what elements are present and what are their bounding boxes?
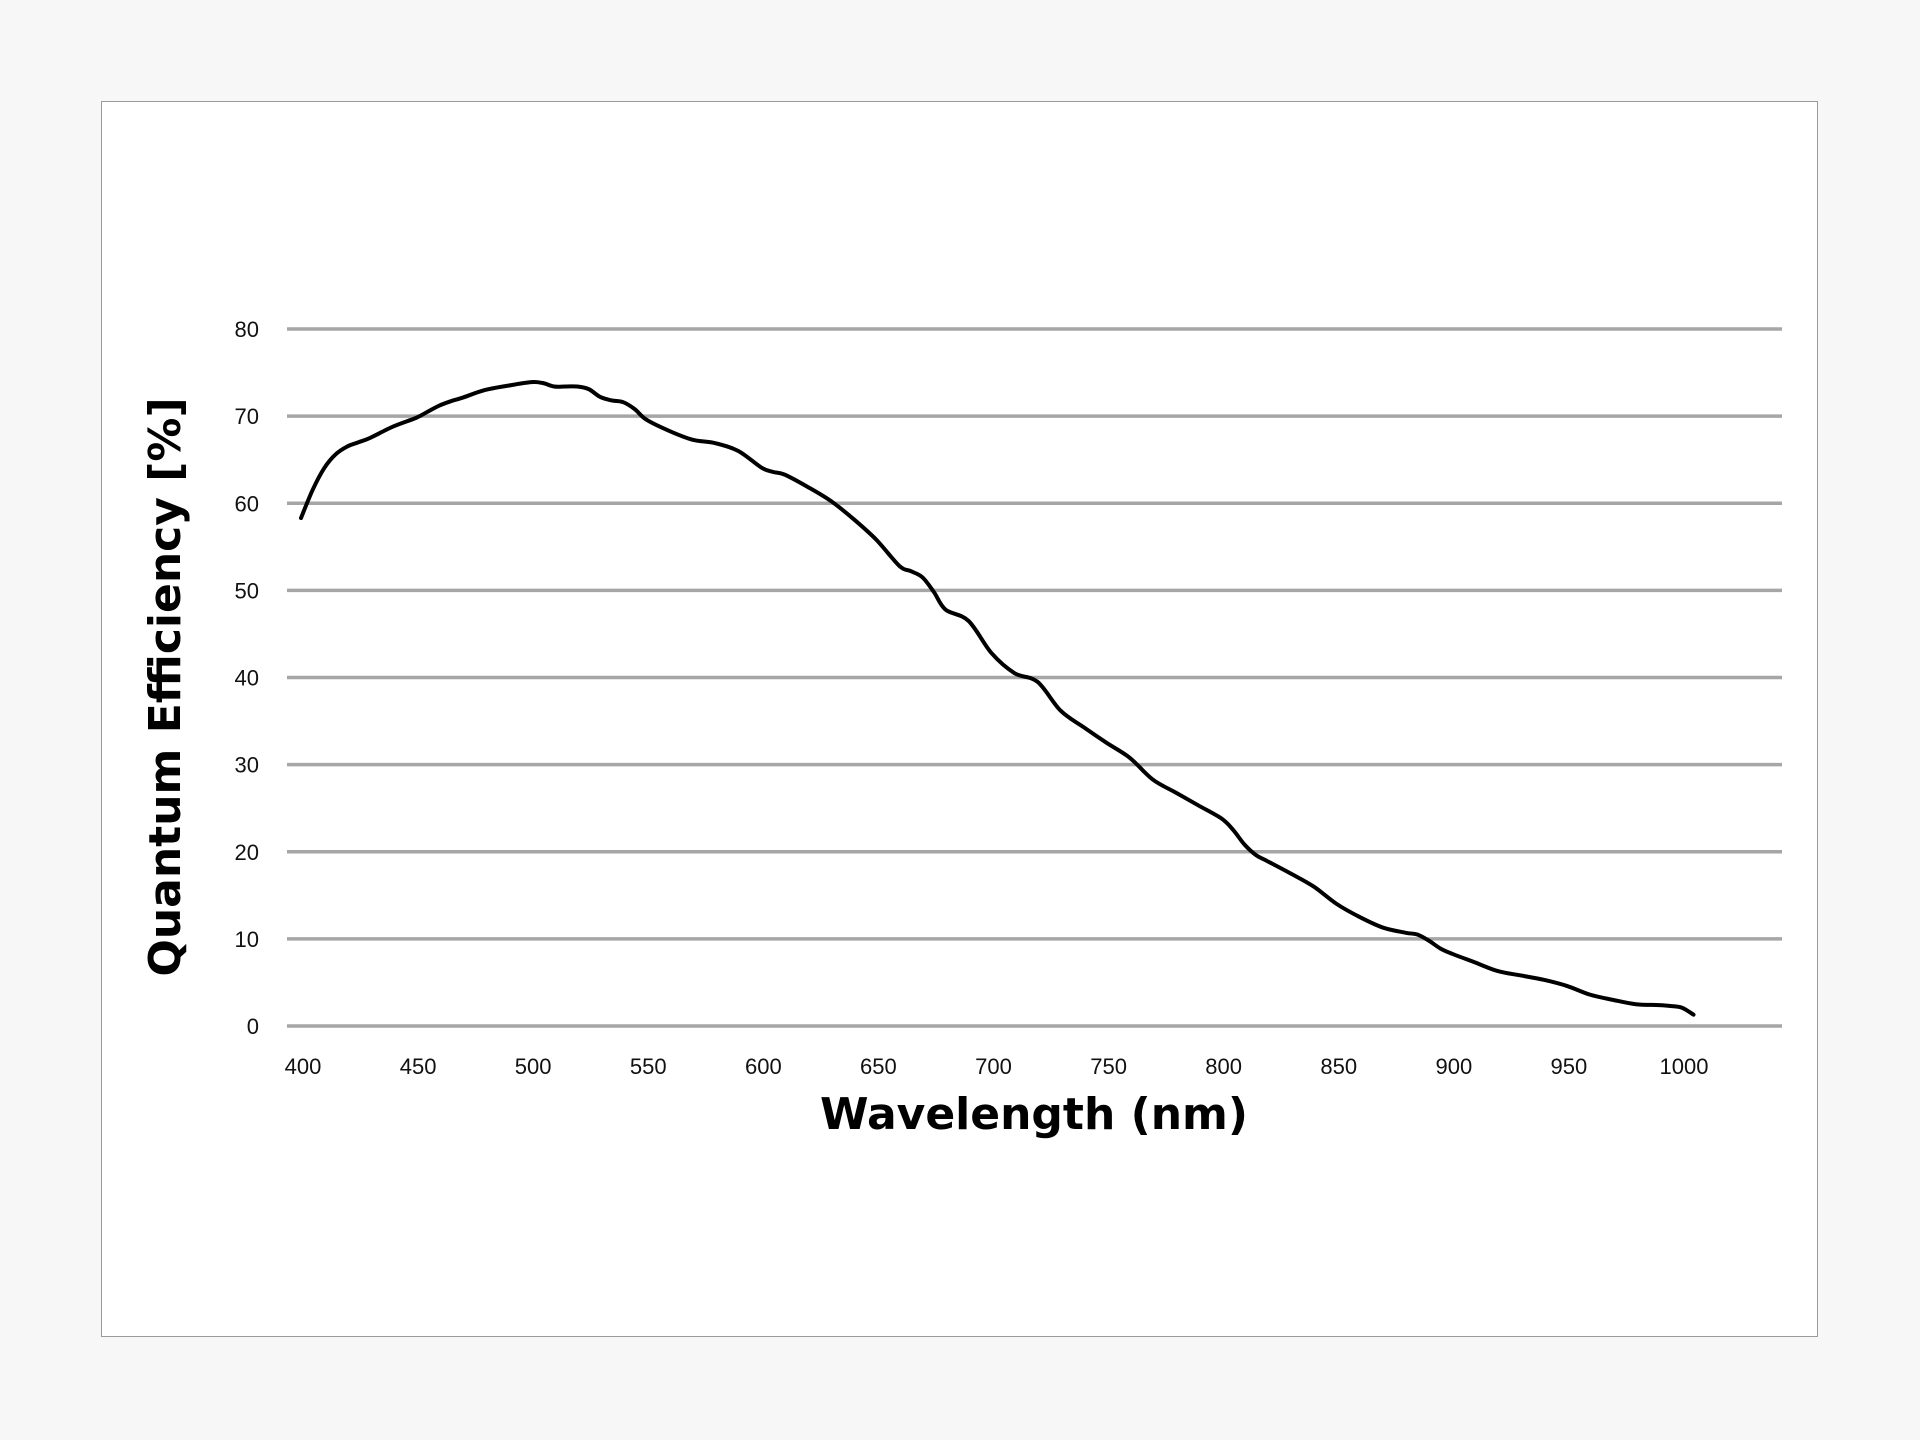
- x-tick-label: 850: [1320, 1054, 1357, 1079]
- x-tick-label: 450: [400, 1054, 437, 1079]
- x-tick-label: 400: [285, 1054, 322, 1079]
- y-tick-label: 30: [235, 753, 259, 778]
- x-tick-label: 500: [515, 1054, 552, 1079]
- x-tick-label: 800: [1205, 1054, 1242, 1079]
- y-tick-label: 50: [235, 578, 259, 603]
- gridlines: [287, 327, 1782, 1028]
- qe-line-chart: 0 10 20 30 40 50 60 70 80 400 450 500 550 600 650 700 7…: [140, 317, 1782, 1140]
- y-tick-label: 0: [247, 1014, 259, 1039]
- chart-frame: 0 10 20 30 40 50 60 70 80 400 450 500 550 600 650 700 7…: [101, 101, 1818, 1337]
- x-tick-label: 600: [745, 1054, 782, 1079]
- x-axis-title: Wavelength (nm): [820, 1089, 1248, 1140]
- series-line-0: [299, 379, 1696, 1017]
- x-tick-label: 750: [1090, 1054, 1127, 1079]
- y-tick-label: 60: [235, 491, 259, 516]
- x-tick-label: 950: [1551, 1054, 1588, 1079]
- x-tick-label: 700: [975, 1054, 1012, 1079]
- y-tick-label: 80: [235, 317, 259, 342]
- x-tick-label: 650: [860, 1054, 897, 1079]
- y-axis-ticks: 0 10 20 30 40 50 60 70 80: [235, 317, 259, 1039]
- x-axis-ticks: 400 450 500 550 600 650 700 750 800 850 900 950 1000: [285, 1054, 1709, 1079]
- y-tick-label: 10: [235, 927, 259, 952]
- x-tick-label: 1000: [1660, 1054, 1709, 1079]
- y-tick-label: 20: [235, 840, 259, 865]
- y-axis-title: Quantum Efficiency [%]: [140, 397, 191, 976]
- x-tick-label: 550: [630, 1054, 667, 1079]
- x-tick-label: 900: [1435, 1054, 1472, 1079]
- y-tick-label: 70: [235, 404, 259, 429]
- series-layer: [299, 379, 1696, 1017]
- y-tick-label: 40: [235, 666, 259, 691]
